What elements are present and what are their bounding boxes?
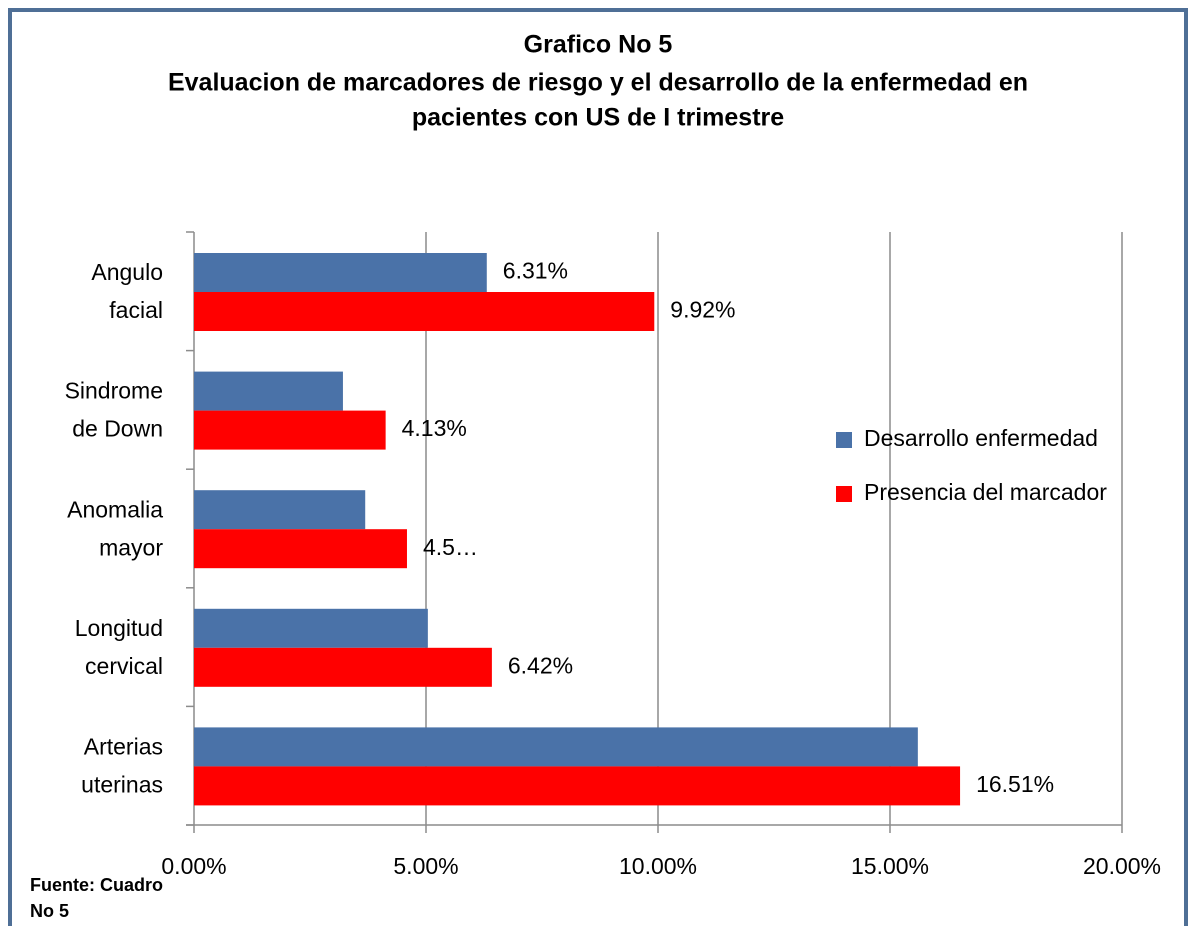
chart-subtitle: Evaluacion de marcadores de riesgo y el … xyxy=(168,69,1028,97)
bar xyxy=(194,766,961,806)
y-tick-label: uterinas xyxy=(81,771,163,797)
legend-swatch xyxy=(836,432,852,448)
y-tick-label: de Down xyxy=(72,416,163,442)
data-label: 6.42% xyxy=(508,652,573,678)
y-tick-label: Longitud xyxy=(75,615,163,641)
bar xyxy=(194,253,487,292)
bar xyxy=(194,647,492,687)
chart-title: Grafico No 5 xyxy=(524,31,673,59)
y-tick-label: Anomalia xyxy=(67,496,163,522)
x-tick-label: 20.00% xyxy=(1083,853,1161,879)
y-tick-label: Arterias xyxy=(84,733,163,759)
bar xyxy=(194,727,918,767)
bar xyxy=(194,608,428,648)
y-tick-label: Sindrome xyxy=(65,378,163,404)
frame xyxy=(8,8,1188,926)
y-tick-label: facial xyxy=(109,297,163,323)
data-label: 4.5… xyxy=(423,534,478,560)
source-note: No 5 xyxy=(30,901,69,921)
data-label: 16.51% xyxy=(976,771,1054,797)
x-tick-label: 5.00% xyxy=(393,853,458,879)
legend-label: Presencia del marcador xyxy=(864,479,1107,505)
x-tick-label: 10.00% xyxy=(619,853,697,879)
legend-swatch xyxy=(836,486,852,502)
data-label: 4.13% xyxy=(402,415,467,441)
y-tick-label: Angulo xyxy=(91,259,163,285)
bar xyxy=(194,371,343,411)
bar xyxy=(194,529,407,569)
bar xyxy=(194,490,366,530)
y-tick-label: mayor xyxy=(99,534,163,560)
source-note: Fuente: Cuadro xyxy=(30,875,163,895)
y-tick-label: cervical xyxy=(85,653,163,679)
x-tick-label: 15.00% xyxy=(851,853,929,879)
bar xyxy=(194,410,386,450)
data-label: 9.92% xyxy=(670,297,735,323)
bar xyxy=(194,292,655,331)
x-tick-label: 0.00% xyxy=(161,853,226,879)
data-label: 6.31% xyxy=(503,258,568,284)
legend-label: Desarrollo enfermedad xyxy=(864,425,1098,451)
chart-subtitle: pacientes con US de I trimestre xyxy=(412,104,784,132)
